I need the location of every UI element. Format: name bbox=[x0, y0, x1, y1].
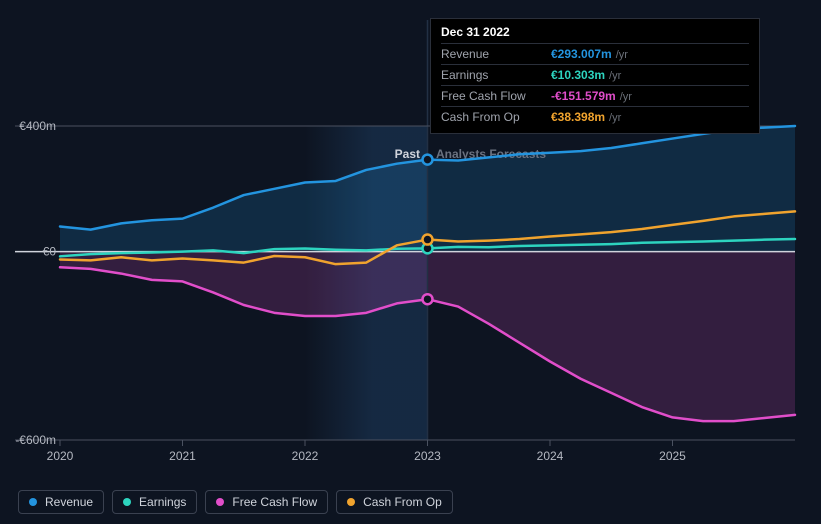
tooltip-row: Cash From Op€38.398m/yr bbox=[441, 106, 749, 127]
legend-item-cfo[interactable]: Cash From Op bbox=[336, 490, 453, 514]
tooltip-row: Free Cash Flow-€151.579m/yr bbox=[441, 85, 749, 106]
marker-fcf bbox=[423, 294, 433, 304]
marker-revenue bbox=[423, 155, 433, 165]
legend-item-earnings[interactable]: Earnings bbox=[112, 490, 197, 514]
label-past: Past bbox=[395, 147, 420, 161]
legend-label: Earnings bbox=[139, 495, 186, 509]
legend-dot bbox=[347, 498, 355, 506]
x-tick-label: 2022 bbox=[292, 449, 319, 463]
legend-label: Free Cash Flow bbox=[232, 495, 317, 509]
x-tick-label: 2021 bbox=[169, 449, 196, 463]
tooltip-row-unit: /yr bbox=[609, 70, 621, 82]
legend-label: Cash From Op bbox=[363, 495, 442, 509]
tooltip-row-value: €293.007m bbox=[551, 47, 612, 61]
tooltip-row-unit: /yr bbox=[616, 49, 628, 61]
tooltip-row-label: Earnings bbox=[441, 68, 551, 82]
legend: Revenue Earnings Free Cash Flow Cash From O… bbox=[18, 490, 453, 514]
x-tick-label: 2024 bbox=[537, 449, 564, 463]
tooltip-date: Dec 31 2022 bbox=[441, 25, 749, 39]
legend-label: Revenue bbox=[45, 495, 93, 509]
y-tick-label: €0 bbox=[43, 245, 57, 259]
tooltip-panel: Dec 31 2022 Revenue€293.007m/yrEarnings€… bbox=[430, 18, 760, 134]
legend-item-revenue[interactable]: Revenue bbox=[18, 490, 104, 514]
y-tick-label: €400m bbox=[19, 119, 56, 133]
legend-dot bbox=[216, 498, 224, 506]
tooltip-row-value: €10.303m bbox=[551, 68, 605, 82]
tooltip-row-label: Revenue bbox=[441, 47, 551, 61]
tooltip-row-label: Cash From Op bbox=[441, 110, 551, 124]
tooltip-rows: Revenue€293.007m/yrEarnings€10.303m/yrFr… bbox=[441, 43, 749, 127]
tooltip-row-label: Free Cash Flow bbox=[441, 89, 551, 103]
chart-container: PastAnalysts Forecasts€400m€0-€600m20202… bbox=[0, 0, 821, 524]
y-tick-label: -€600m bbox=[15, 433, 56, 447]
legend-item-fcf[interactable]: Free Cash Flow bbox=[205, 490, 328, 514]
x-tick-label: 2025 bbox=[659, 449, 686, 463]
legend-dot bbox=[29, 498, 37, 506]
legend-dot bbox=[123, 498, 131, 506]
x-tick-label: 2023 bbox=[414, 449, 441, 463]
marker-cfo bbox=[423, 235, 433, 245]
tooltip-row-unit: /yr bbox=[609, 112, 621, 124]
tooltip-row-value: €38.398m bbox=[551, 110, 605, 124]
tooltip-row: Revenue€293.007m/yr bbox=[441, 43, 749, 64]
x-tick-label: 2020 bbox=[47, 449, 74, 463]
tooltip-row-unit: /yr bbox=[620, 91, 632, 103]
tooltip-row-value: -€151.579m bbox=[551, 89, 616, 103]
tooltip-row: Earnings€10.303m/yr bbox=[441, 64, 749, 85]
